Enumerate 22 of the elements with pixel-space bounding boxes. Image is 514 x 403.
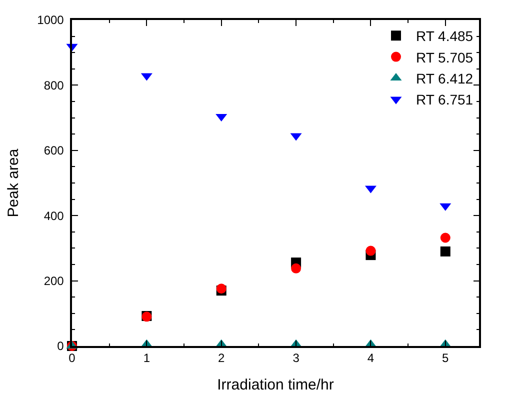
y-tick-label: 1000 xyxy=(37,13,64,28)
y-tick-label: 400 xyxy=(44,208,64,223)
x-axis-title: Irradiation time/hr xyxy=(217,376,334,394)
y-tick-label: 0 xyxy=(57,339,64,354)
point xyxy=(440,232,450,243)
legend-label: RT 6.412 xyxy=(416,70,474,86)
legend-label: RT 6.751 xyxy=(416,92,474,108)
x-tick-label: 3 xyxy=(292,351,300,366)
x-tick-label: 4 xyxy=(367,351,374,366)
x-tick-label: 1 xyxy=(143,351,150,366)
y-tick-label: 600 xyxy=(44,144,64,158)
x-tick-label: 5 xyxy=(442,351,450,366)
point xyxy=(366,246,376,256)
y-tick-label: 800 xyxy=(44,78,64,92)
legend-label: RT 5.705 xyxy=(416,49,474,66)
point xyxy=(291,263,302,274)
y-tick-label: 200 xyxy=(44,274,64,288)
x-tick-label: 0 xyxy=(68,351,76,366)
y-axis-title: Peak area xyxy=(4,148,22,218)
legend-label: RT 4.485 xyxy=(416,28,474,44)
point xyxy=(440,246,450,256)
x-tick-label: 2 xyxy=(218,351,226,366)
